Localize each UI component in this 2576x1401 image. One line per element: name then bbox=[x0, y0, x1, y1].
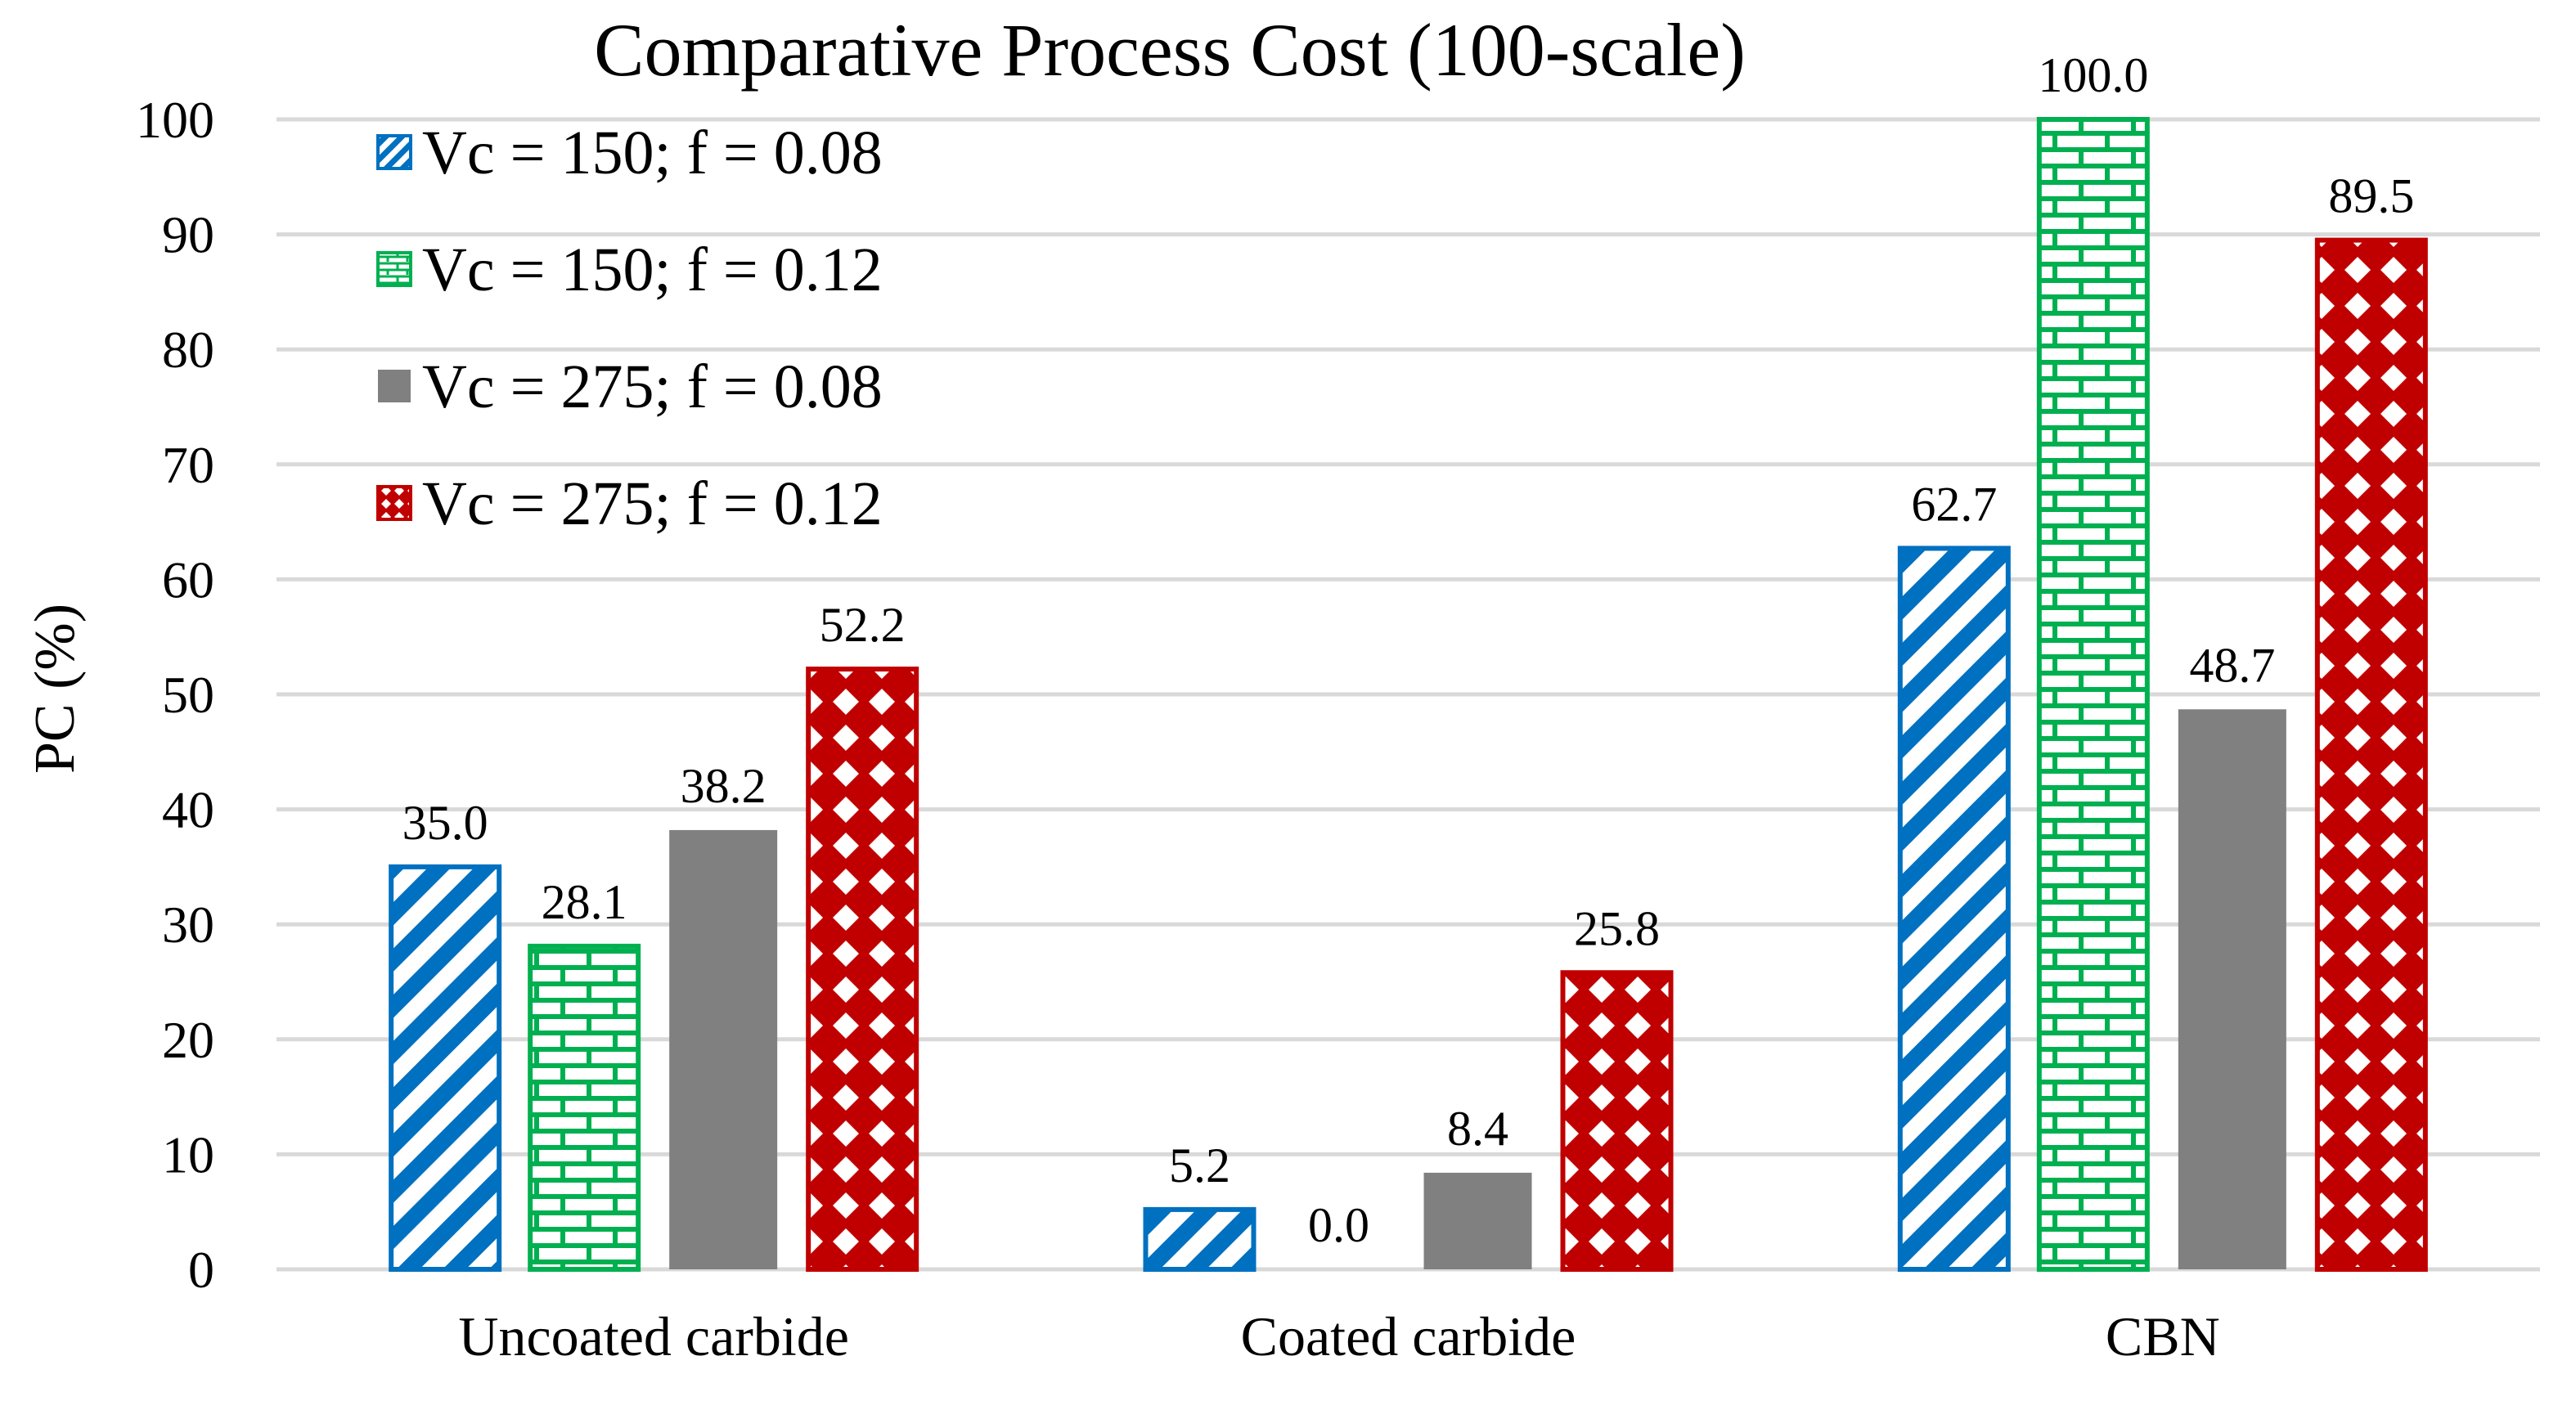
y-tick-label: 80 bbox=[162, 321, 214, 379]
data-label: 52.2 bbox=[820, 598, 906, 652]
bar bbox=[1143, 1206, 1257, 1272]
legend: Vc = 150; f = 0.08 Vc = 150; f = 0.12 Vc =… bbox=[376, 119, 883, 538]
y-tick-label: 20 bbox=[162, 1011, 214, 1069]
data-label: 25.8 bbox=[1574, 901, 1660, 955]
data-label: 62.7 bbox=[1911, 477, 1997, 531]
data-label: 89.5 bbox=[2328, 169, 2414, 223]
data-label: 5.2 bbox=[1169, 1138, 1230, 1192]
legend-swatch bbox=[376, 485, 412, 521]
legend-swatch bbox=[378, 370, 411, 402]
legend-label: Vc = 150; f = 0.08 bbox=[422, 119, 883, 187]
data-label: 38.2 bbox=[681, 759, 767, 813]
legend-swatch bbox=[376, 251, 412, 287]
bar bbox=[1897, 546, 2011, 1272]
x-axis-categories: Uncoated carbide Coated carbide CBN bbox=[458, 1305, 2219, 1367]
bar bbox=[389, 864, 502, 1273]
data-label: 8.4 bbox=[1447, 1102, 1508, 1156]
x-category-label: CBN bbox=[2106, 1305, 2220, 1367]
gridlines bbox=[276, 117, 2540, 1272]
legend-swatch bbox=[376, 134, 412, 170]
y-tick-label: 100 bbox=[136, 91, 214, 149]
legend-label: Vc = 275; f = 0.08 bbox=[422, 352, 883, 421]
legend-label: Vc = 150; f = 0.12 bbox=[422, 236, 883, 304]
bar bbox=[669, 829, 778, 1269]
y-tick-label: 10 bbox=[162, 1125, 214, 1183]
y-axis-ticks: 0 10 20 30 40 50 60 70 80 90 100 bbox=[136, 91, 214, 1299]
data-label: 0.0 bbox=[1308, 1198, 1369, 1252]
bar bbox=[1423, 1172, 1532, 1269]
y-tick-label: 60 bbox=[162, 550, 214, 608]
bars bbox=[389, 117, 2428, 1273]
y-tick-label: 70 bbox=[162, 436, 214, 494]
x-category-label: Coated carbide bbox=[1241, 1305, 1576, 1367]
data-label: 35.0 bbox=[402, 796, 488, 850]
data-label: 28.1 bbox=[542, 875, 627, 929]
bar bbox=[1560, 970, 1674, 1272]
data-label: 100.0 bbox=[2038, 48, 2148, 102]
bar bbox=[528, 943, 641, 1272]
legend-label: Vc = 275; f = 0.12 bbox=[422, 469, 883, 538]
bar bbox=[806, 667, 919, 1272]
bar bbox=[2036, 117, 2150, 1272]
y-tick-label: 50 bbox=[162, 666, 214, 724]
x-category-label: Uncoated carbide bbox=[458, 1305, 849, 1367]
y-tick-label: 40 bbox=[162, 781, 214, 839]
bar bbox=[2178, 709, 2286, 1269]
y-axis-label: PC (%) bbox=[24, 604, 87, 774]
data-label: 48.7 bbox=[2189, 638, 2275, 692]
chart-title: Comparative Process Cost (100-scale) bbox=[594, 8, 1746, 92]
data-labels: 35.0 28.1 38.2 52.2 5.2 0.0 8.4 25.8 62.7 100.0 48… bbox=[402, 48, 2415, 1252]
y-tick-label: 0 bbox=[188, 1241, 214, 1299]
y-tick-label: 30 bbox=[162, 896, 214, 954]
bar bbox=[2314, 237, 2428, 1272]
y-tick-label: 90 bbox=[162, 206, 214, 264]
